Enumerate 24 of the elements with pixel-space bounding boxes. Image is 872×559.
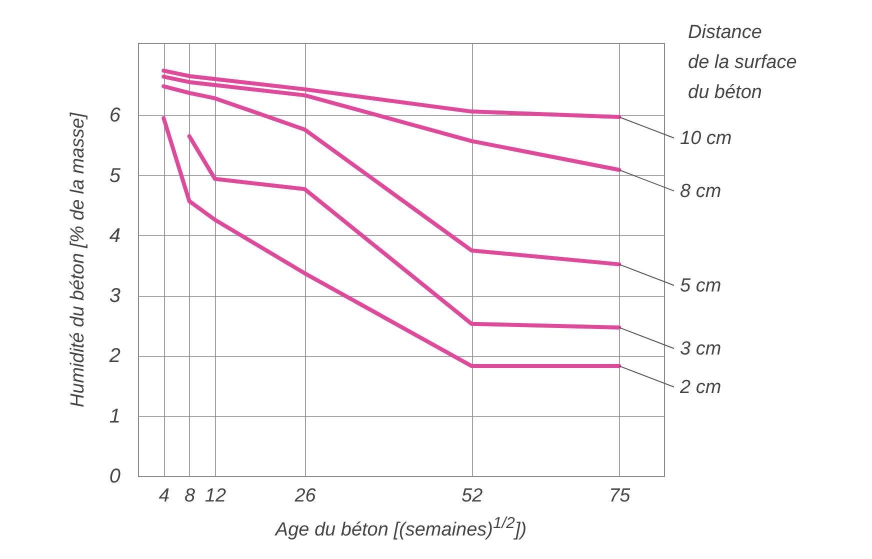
text: 3 cm <box>680 338 722 360</box>
y-tick-label: 0 <box>109 466 120 488</box>
x-tick-label: 8 <box>184 486 196 506</box>
text: 10 cm <box>680 128 732 150</box>
x-tick-label: 12 <box>204 486 226 506</box>
text: 8 cm <box>680 180 722 202</box>
y-tick-label: 4 <box>109 224 120 247</box>
line-series <box>162 116 622 368</box>
y-tick-label: 3 <box>109 285 120 308</box>
text: 2 cm <box>679 376 722 398</box>
line-series <box>187 134 622 330</box>
y-tick-label: 6 <box>109 104 122 127</box>
line-series <box>162 84 622 266</box>
text: 5 cm <box>680 275 722 296</box>
x-axis-title: Age du béton [(semaines)$^{1/2}$]) <box>274 515 528 542</box>
y-tick-label: 2 <box>108 345 120 368</box>
y-tick-label: 5 <box>109 164 122 187</box>
x-tick-label: 75 <box>609 486 631 506</box>
x-tick-label: 26 <box>294 486 316 506</box>
y-tick-label: 1 <box>109 405 120 428</box>
legend-title: Distance de la surface du béton <box>688 22 797 103</box>
x-tick-label: 52 <box>461 486 484 506</box>
x-tick-label: 4 <box>158 486 170 506</box>
y-axis-title: Humidité du béton [% de la masse] <box>67 112 88 408</box>
